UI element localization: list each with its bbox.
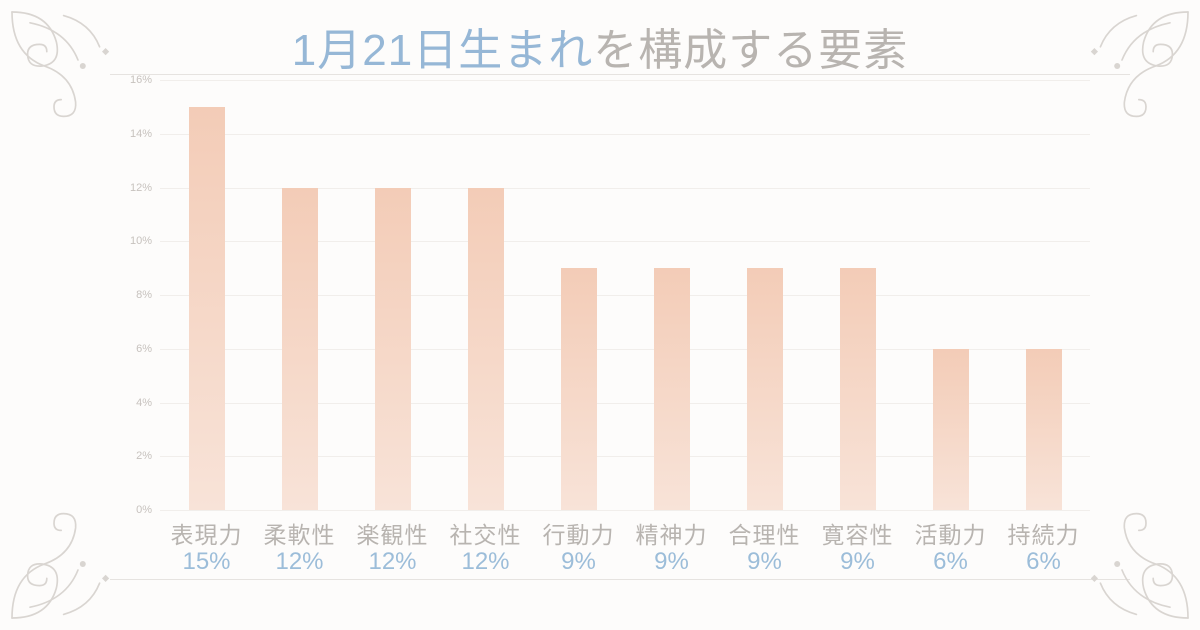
y-axis-label: 12% [130, 182, 152, 194]
percent-label: 6% [1026, 548, 1061, 576]
gridline [160, 134, 1090, 135]
frame-line-top [110, 74, 1130, 75]
category-label: 柔軟性 [264, 516, 336, 550]
figure: 1月21日生まれを構成する要素 0%2%4%6%8%10%12%14%16%表現… [0, 0, 1200, 630]
bar [933, 349, 969, 510]
bar [282, 188, 318, 511]
category-label: 寛容性 [822, 516, 894, 550]
frame-line-bottom [110, 579, 1130, 580]
bar [840, 268, 876, 510]
bar [1026, 349, 1062, 510]
y-axis-label: 16% [130, 74, 152, 86]
chart-title: 1月21日生まれを構成する要素 [0, 14, 1200, 78]
percent-label: 6% [933, 548, 968, 576]
gridline [160, 510, 1090, 511]
bar [654, 268, 690, 510]
flourish-icon [1074, 504, 1194, 624]
flourish-icon [6, 6, 126, 126]
percent-label: 9% [561, 548, 596, 576]
percent-label: 9% [747, 548, 782, 576]
percent-label: 9% [654, 548, 689, 576]
bar-chart: 0%2%4%6%8%10%12%14%16%表現力15%柔軟性12%楽観性12%… [160, 80, 1090, 510]
y-axis-label: 14% [130, 128, 152, 140]
percent-label: 9% [840, 548, 875, 576]
title-accent: 1月21日生まれ [292, 26, 593, 75]
gridline [160, 80, 1090, 81]
category-label: 持続力 [1008, 516, 1080, 550]
y-axis-label: 8% [136, 289, 152, 301]
y-axis-label: 4% [136, 397, 152, 409]
bar [561, 268, 597, 510]
y-axis-label: 2% [136, 450, 152, 462]
category-label: 精神力 [636, 516, 708, 550]
flourish-icon [1074, 6, 1194, 126]
category-label: 楽観性 [357, 516, 429, 550]
flourish-icon [6, 504, 126, 624]
percent-label: 12% [461, 548, 509, 576]
category-label: 社交性 [450, 516, 522, 550]
y-axis-label: 6% [136, 343, 152, 355]
title-rest: を構成する要素 [593, 26, 908, 75]
percent-label: 12% [368, 548, 416, 576]
category-label: 行動力 [543, 516, 615, 550]
bar [375, 188, 411, 511]
y-axis-label: 0% [136, 504, 152, 516]
y-axis-label: 10% [130, 235, 152, 247]
bar [468, 188, 504, 511]
category-label: 活動力 [915, 516, 987, 550]
category-label: 表現力 [171, 516, 243, 550]
percent-label: 15% [182, 548, 230, 576]
bar [189, 107, 225, 510]
category-label: 合理性 [729, 516, 801, 550]
percent-label: 12% [275, 548, 323, 576]
bar [747, 268, 783, 510]
